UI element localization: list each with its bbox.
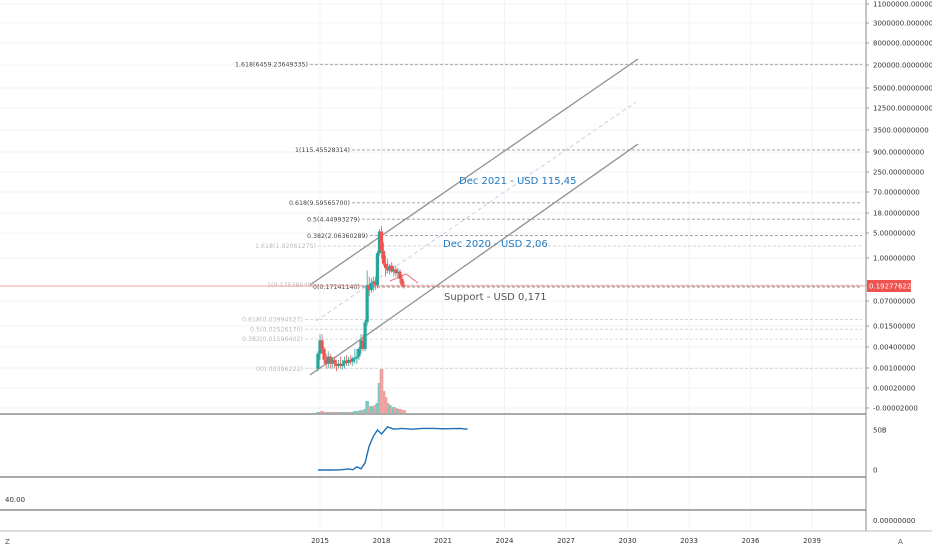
fib-level-label: 1(115.45528314)	[295, 147, 350, 154]
candle-body	[376, 253, 379, 285]
price-tick-label: 0.07000000	[873, 298, 915, 306]
pane4-tick-label: 0.00000000	[873, 517, 915, 525]
price-tick-label: 250.00000000	[873, 169, 924, 177]
fib-level-label: 1.618(6459.23649335)	[235, 61, 308, 68]
time-tick-label: 2021	[434, 537, 452, 545]
price-tick-label: 0.00400000	[873, 344, 915, 352]
fib-level-label: 0(0.00396222)	[256, 366, 303, 373]
indicator-line	[318, 427, 468, 470]
price-tick-label: 18.00000000	[873, 210, 920, 218]
price-tick-label: 0.00020000	[873, 385, 915, 393]
candle-body	[355, 357, 358, 359]
time-tick-label: 2018	[373, 537, 391, 545]
annotation-label: Dec 2021 - USD 115,45	[459, 176, 576, 187]
price-tick-label: -0.00002000	[873, 405, 918, 413]
time-tick-label: 2027	[557, 537, 575, 545]
indicator-tick-label: 0	[873, 467, 877, 475]
price-tick-label: 800000.00000000	[873, 40, 932, 48]
price-tick-label: 0.01500000	[873, 323, 915, 331]
price-tick-label: 3500.00000000	[873, 127, 929, 135]
time-tick-label: 2036	[742, 537, 760, 545]
candle-body	[398, 272, 401, 279]
pane3-left-label: 40.00	[5, 496, 25, 504]
candle-body	[341, 364, 344, 366]
candle-body	[384, 264, 387, 268]
fib-level-label: 0.5(0.02526170)	[250, 326, 303, 333]
candle-body	[366, 285, 369, 322]
indicator-pane: 50B 0	[318, 427, 887, 475]
price-tick-label: 70.00000000	[873, 189, 920, 197]
candle-body	[357, 349, 360, 357]
time-tick-label: 2015	[311, 537, 329, 545]
time-tick-label: 2039	[803, 537, 821, 545]
grid	[0, 0, 866, 530]
candle-body	[353, 358, 356, 359]
annotation-label: Dec 2020 - USD 2,06	[443, 239, 548, 250]
time-tick-label: 2030	[619, 537, 637, 545]
price-tick-label: 3000000.00000000	[873, 20, 932, 28]
volume-bar	[402, 410, 406, 413]
candle-body	[380, 231, 383, 250]
price-tick-label: 200000.00000000	[873, 62, 932, 70]
candle-body	[323, 349, 326, 360]
price-tick-label: 11000000.00000000	[873, 1, 932, 9]
fib-level-label: 0.618(0.03994527)	[242, 317, 303, 324]
price-tick-label: 12500.00000000	[873, 105, 932, 113]
candle-body	[382, 251, 385, 264]
fib-level-label: 0.382(2.06360289)	[307, 233, 368, 240]
candle-body	[400, 279, 403, 285]
candle-body	[316, 354, 319, 369]
corner-right-label[interactable]: A	[898, 538, 903, 546]
candle-body	[333, 360, 336, 364]
price-tick-label: 900.00000000	[873, 149, 924, 157]
price-tick-label: 50000.00000000	[873, 85, 932, 93]
time-tick-label: 2033	[680, 537, 698, 545]
fib-level-label: 0.5(4.44993279)	[307, 216, 360, 223]
time-tick-label: 2024	[496, 537, 514, 545]
annotations: Dec 2021 - USD 115,45 Dec 2020 - USD 2,06…	[443, 176, 576, 303]
corner-left-label[interactable]: Z	[5, 538, 10, 546]
current-price-label: 0.19277622	[869, 283, 911, 291]
fib-level-label: 0(0.17141140)	[313, 284, 360, 291]
price-tick-label: 0.00100000	[873, 365, 915, 373]
candles	[316, 226, 405, 371]
volume-bars	[316, 369, 406, 413]
annotation-label: Support - USD 0,171	[444, 292, 547, 303]
candle-body	[364, 322, 367, 349]
indicator-tick-label: 50B	[873, 427, 887, 435]
candle-body	[370, 283, 373, 290]
candle-body	[402, 285, 405, 286]
candle-body	[320, 340, 323, 349]
channel-mid-line	[316, 102, 636, 321]
price-tick-label: 1.00000000	[873, 255, 915, 263]
fib-level-label: 0.382(0.01596402)	[242, 336, 303, 343]
fib-level-label: 1.618(1.92061275)	[255, 243, 316, 250]
fib-level-label: 0.618(9.59565700)	[289, 200, 350, 207]
price-tick-label: 5.00000000	[873, 230, 915, 238]
